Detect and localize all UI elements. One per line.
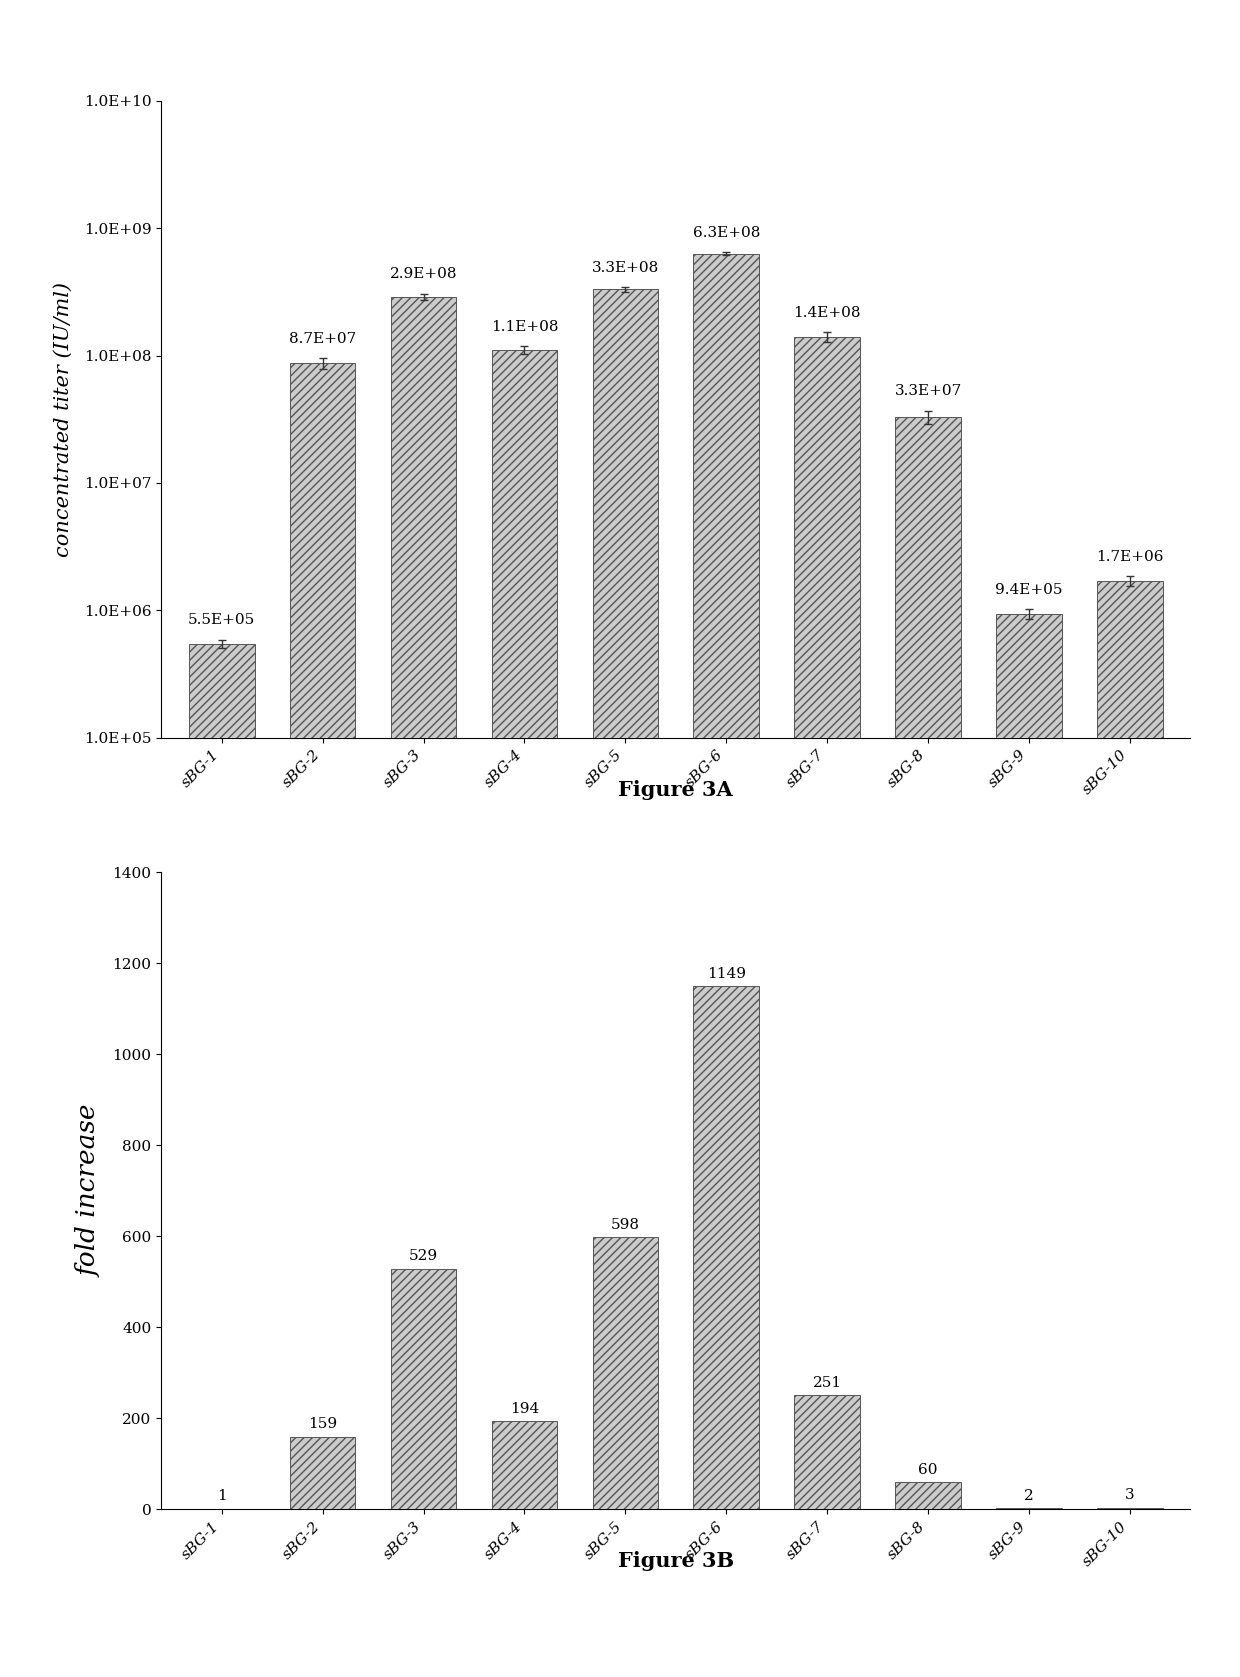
- Bar: [188, 644, 254, 1677]
- Text: 159: 159: [308, 1417, 337, 1432]
- Y-axis label: fold increase: fold increase: [77, 1105, 102, 1276]
- Text: 251: 251: [812, 1375, 842, 1390]
- Text: 1149: 1149: [707, 968, 745, 981]
- Text: 3: 3: [1125, 1489, 1135, 1503]
- Text: 3.3E+08: 3.3E+08: [591, 260, 658, 275]
- Bar: [391, 297, 456, 1677]
- Bar: [795, 1395, 861, 1509]
- Text: 1.1E+08: 1.1E+08: [491, 320, 558, 334]
- Bar: [593, 1238, 658, 1509]
- Text: 9.4E+05: 9.4E+05: [996, 584, 1063, 597]
- Text: 5.5E+05: 5.5E+05: [188, 614, 255, 627]
- Bar: [593, 290, 658, 1677]
- Text: 1.7E+06: 1.7E+06: [1096, 550, 1163, 563]
- Text: 3.3E+07: 3.3E+07: [894, 384, 962, 397]
- Text: 6.3E+08: 6.3E+08: [693, 226, 760, 240]
- Text: 529: 529: [409, 1249, 438, 1263]
- Text: 194: 194: [510, 1402, 539, 1415]
- Text: 8.7E+07: 8.7E+07: [289, 332, 356, 345]
- Bar: [895, 1482, 961, 1509]
- Bar: [491, 350, 557, 1677]
- Text: 1: 1: [217, 1489, 227, 1503]
- Y-axis label: concentrated titer (IU/ml): concentrated titer (IU/ml): [53, 282, 73, 557]
- Text: 60: 60: [919, 1462, 937, 1476]
- Bar: [996, 614, 1061, 1677]
- Bar: [795, 337, 861, 1677]
- Text: 2.9E+08: 2.9E+08: [389, 267, 458, 282]
- Bar: [491, 1420, 557, 1509]
- Bar: [290, 1437, 356, 1509]
- Text: 1.4E+08: 1.4E+08: [794, 305, 861, 320]
- Bar: [693, 253, 759, 1677]
- Text: Figure 3B: Figure 3B: [618, 1551, 734, 1571]
- Text: 598: 598: [611, 1218, 640, 1231]
- Text: 2: 2: [1024, 1489, 1034, 1503]
- Text: Figure 3A: Figure 3A: [619, 780, 733, 800]
- Bar: [290, 364, 356, 1677]
- Bar: [895, 418, 961, 1677]
- Bar: [1097, 580, 1163, 1677]
- Bar: [391, 1268, 456, 1509]
- Bar: [693, 986, 759, 1509]
